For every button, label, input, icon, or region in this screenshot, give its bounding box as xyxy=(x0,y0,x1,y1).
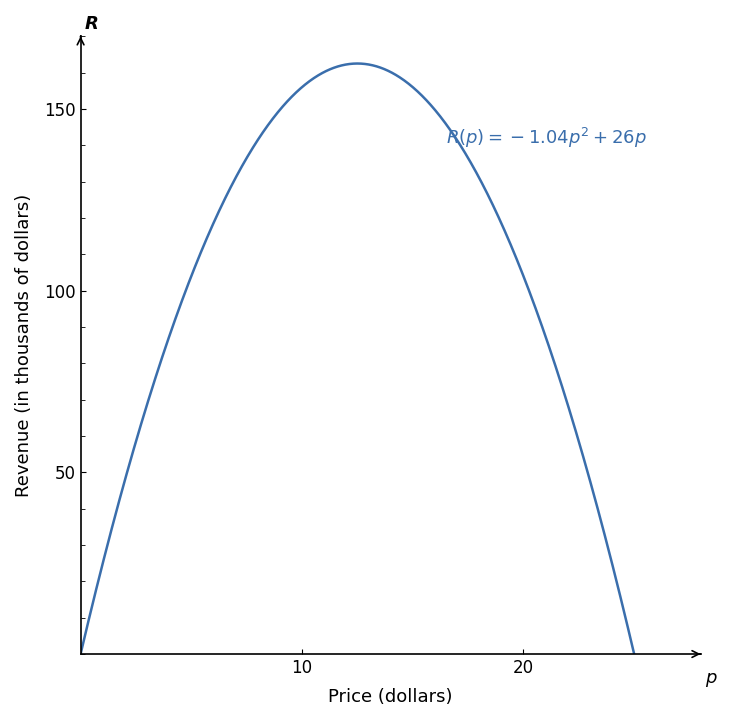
Y-axis label: Revenue (in thousands of dollars): Revenue (in thousands of dollars) xyxy=(15,193,33,497)
X-axis label: Price (dollars): Price (dollars) xyxy=(328,688,452,706)
Text: p: p xyxy=(705,668,716,686)
Text: R: R xyxy=(85,14,99,32)
Text: $R(p) = -1.04p^2 + 26p$: $R(p) = -1.04p^2 + 26p$ xyxy=(446,126,646,150)
